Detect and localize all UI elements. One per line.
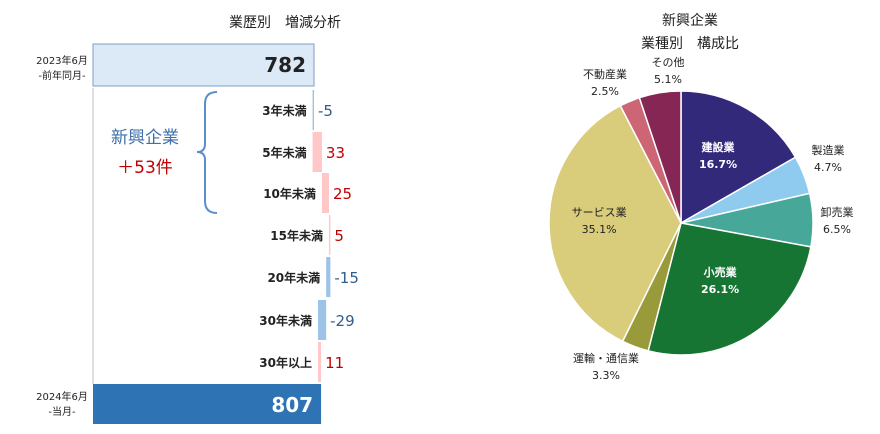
pie-chart: 新興企業 業種別 構成比 建設業 16.7% 製造業 4.7% 卸売業 6.5% 小売業 26… bbox=[548, 12, 854, 382]
pie-slice-percent: 4.7% bbox=[814, 161, 842, 174]
pie-slice-percent: 5.1% bbox=[654, 73, 682, 86]
category-label: 3年未満 bbox=[262, 103, 306, 118]
pie-slice-name: 運輸・通信業 bbox=[573, 351, 639, 365]
start-label-line1: 2023年6月 bbox=[36, 54, 88, 67]
delta-bar bbox=[321, 173, 329, 213]
pie-slice-percent: 2.5% bbox=[591, 85, 619, 98]
delta-bar bbox=[317, 342, 322, 382]
delta-bar bbox=[326, 257, 331, 297]
category-label: 10年未満 bbox=[263, 186, 316, 201]
delta-value-label: -15 bbox=[334, 269, 359, 287]
delta-bar bbox=[312, 90, 314, 130]
pie-slice-name: サービス業 bbox=[572, 206, 627, 219]
category-label: 5年未満 bbox=[262, 145, 306, 160]
pie-slice bbox=[680, 90, 797, 225]
delta-bar bbox=[312, 132, 322, 172]
category-label: 20年未満 bbox=[267, 270, 320, 285]
category-label: 30年以上 bbox=[259, 355, 312, 370]
category-label: 15年未満 bbox=[270, 228, 323, 243]
delta-value-label: -29 bbox=[330, 312, 355, 330]
start-label-line2: -前年同月- bbox=[38, 69, 86, 82]
pie-slice bbox=[548, 104, 682, 343]
end-bar-value: 807 bbox=[271, 393, 313, 417]
brace-bracket bbox=[196, 91, 218, 214]
pie-slice-percent: 26.1% bbox=[701, 283, 739, 296]
start-bar bbox=[92, 43, 315, 87]
pie-slice-name: 不動産業 bbox=[583, 67, 627, 81]
pie-slice bbox=[638, 90, 682, 224]
pie-title-line1: 新興企業 bbox=[662, 12, 718, 29]
delta-value-label: 11 bbox=[325, 354, 344, 372]
pie-slice-percent: 3.3% bbox=[592, 369, 620, 382]
waterfall-title: 業歴別 増減分析 bbox=[229, 14, 341, 31]
pie-slice-name: 建設業 bbox=[702, 140, 736, 154]
waterfall-chart: 業歴別 増減分析 2023年6月 -前年同月- 2024年6月 -当月- 新興企… bbox=[36, 14, 359, 424]
delta-value-label: 33 bbox=[326, 144, 345, 162]
delta-value-label: 5 bbox=[334, 227, 344, 245]
pie-slice-name: 製造業 bbox=[812, 143, 845, 157]
start-bar-value: 782 bbox=[264, 53, 306, 77]
pie-slice bbox=[647, 222, 812, 356]
brace-annotation-line1: 新興企業 bbox=[111, 128, 179, 148]
end-label-line1: 2024年6月 bbox=[36, 390, 88, 403]
end-bar bbox=[93, 384, 322, 424]
pie-slice-percent: 16.7% bbox=[699, 158, 737, 171]
pie-slice-name: 卸売業 bbox=[821, 205, 854, 219]
pie-title-line2: 業種別 構成比 bbox=[641, 36, 739, 52]
category-label: 30年未満 bbox=[259, 313, 312, 328]
delta-value-label: -5 bbox=[318, 102, 333, 120]
delta-value-label: 25 bbox=[333, 185, 352, 203]
delta-bar bbox=[317, 300, 327, 340]
delta-bar bbox=[328, 215, 331, 255]
end-label-line2: -当月- bbox=[48, 405, 76, 418]
pie-slice-name: その他 bbox=[652, 56, 685, 69]
pie-slice-name: 小売業 bbox=[703, 265, 738, 279]
brace-annotation-line2: ＋53件 bbox=[117, 158, 173, 178]
pie-slice-percent: 35.1% bbox=[582, 223, 617, 236]
pie-slice-percent: 6.5% bbox=[823, 223, 851, 236]
